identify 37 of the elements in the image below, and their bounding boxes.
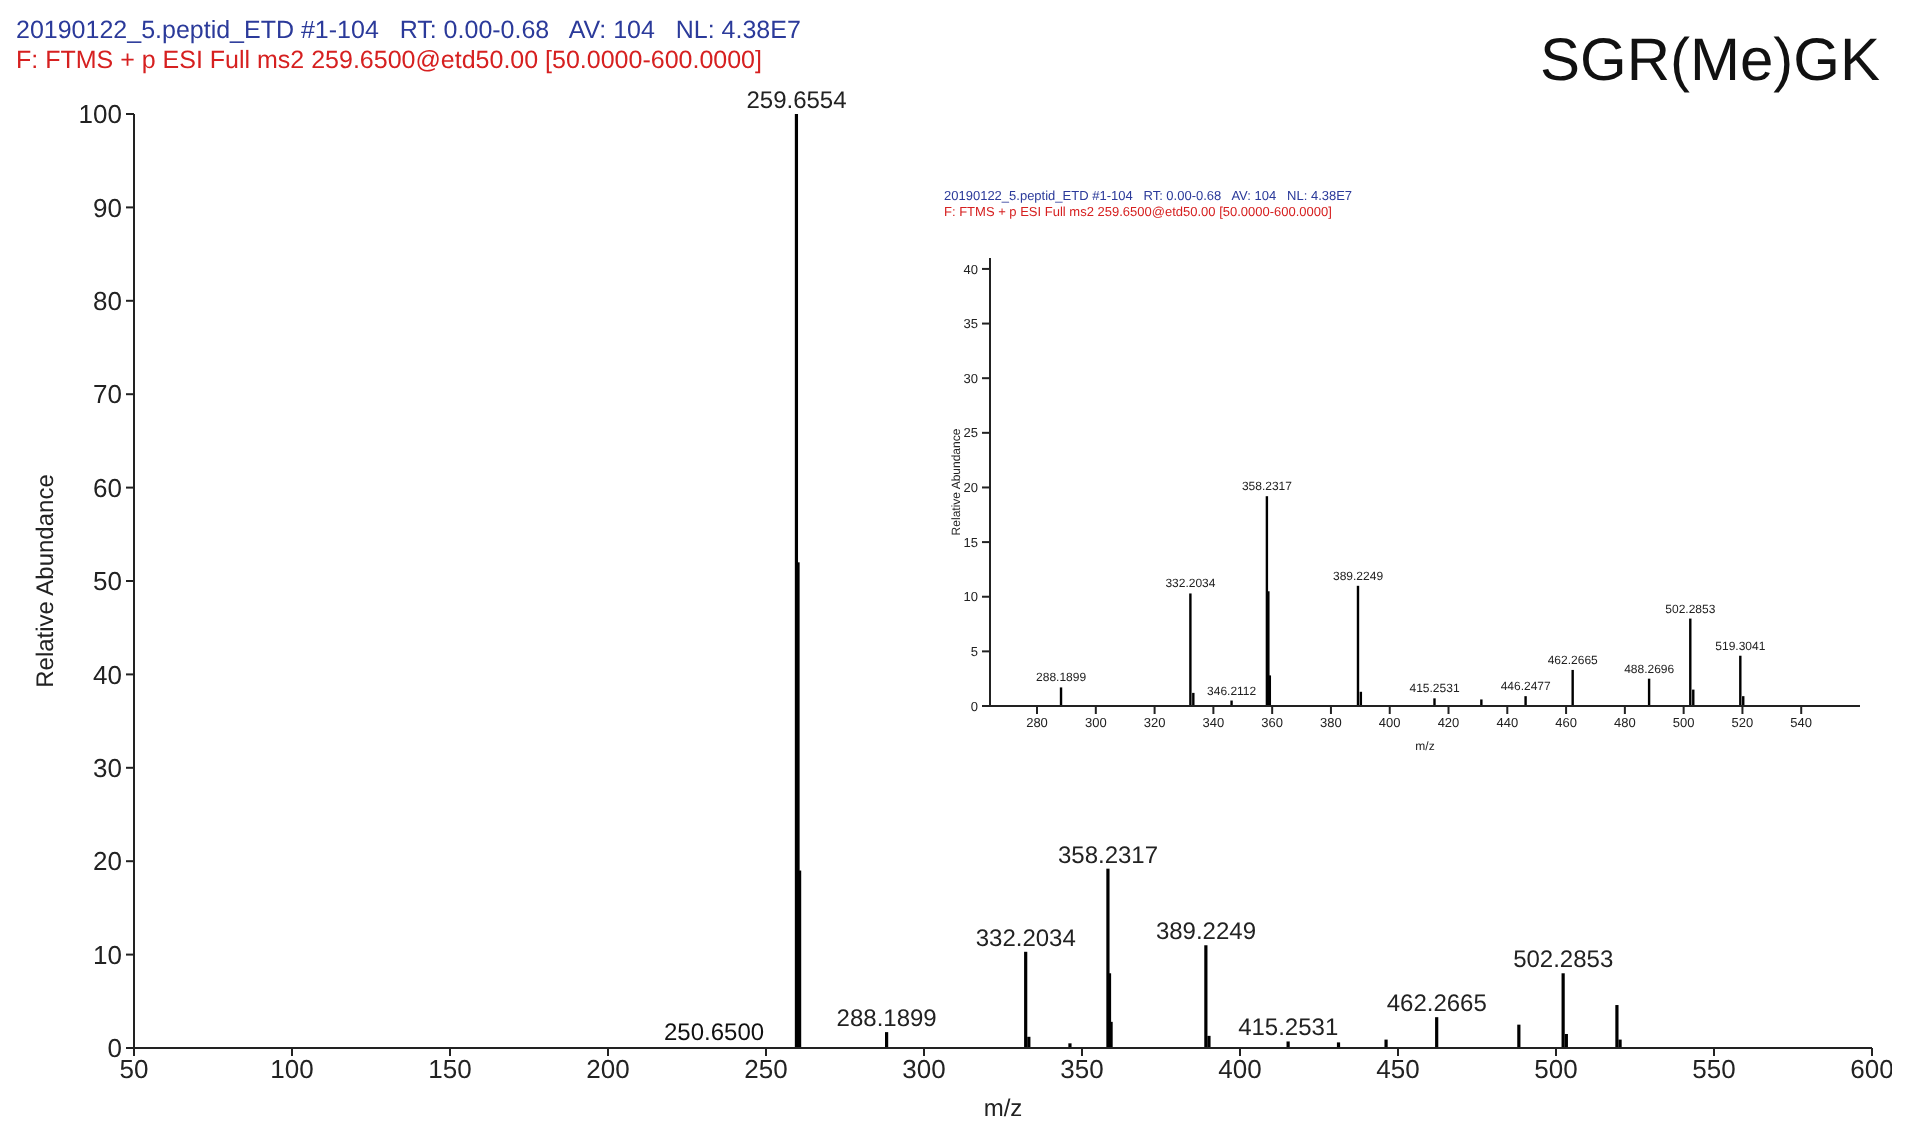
annotation: 462.2665: [1386, 989, 1488, 1018]
y-tick-label: 80: [93, 286, 122, 317]
x-tick-label: 500: [1534, 1054, 1578, 1085]
y-tick-label: 0: [107, 1033, 122, 1064]
x-tick-label: 400: [1218, 1054, 1262, 1085]
annotation: 250.6500: [664, 1018, 765, 1046]
y-tick-label: 30: [93, 753, 122, 784]
x-tick-label: 350: [1060, 1054, 1104, 1085]
x-tick-label: 250: [744, 1054, 788, 1085]
annotation: 389.2249: [1155, 917, 1257, 946]
annotation: 259.6554: [746, 86, 848, 114]
y-tick-label: 70: [93, 379, 122, 410]
y-tick-label: 20: [93, 846, 122, 877]
x-tick-label: 550: [1692, 1054, 1736, 1085]
annotation: 502.2853: [1513, 945, 1614, 974]
y-tick-label: 40: [93, 659, 122, 690]
annotation: 332.2034: [975, 923, 1077, 952]
x-tick-label: 100: [270, 1054, 314, 1085]
x-tick-label: 450: [1376, 1054, 1420, 1085]
text: SGR(Me)GK: [1539, 28, 1880, 96]
x-tick-label: 600: [1850, 1054, 1894, 1085]
y-tick-label: 10: [93, 939, 122, 970]
y-tick-label: 50: [93, 566, 122, 597]
y-tick-label: 90: [93, 192, 122, 223]
annotation: 288.1899: [836, 1004, 938, 1033]
x-tick-label: 150: [428, 1054, 472, 1085]
chart-title: 20190122_5.peptid_ETD #1-104 RT: 0.00-0.68 AV: 104 NL: 4.38E7: [16, 16, 801, 45]
annotation: 415.2531: [1238, 1013, 1339, 1042]
x-tick-label: 200: [586, 1054, 630, 1085]
x-tick-label: 50: [119, 1054, 149, 1085]
y-tick-label: 60: [93, 472, 122, 503]
x-axis-title: m/z: [983, 1094, 1023, 1122]
annotation: 358.2317: [1057, 840, 1159, 869]
y-axis-title: Relative Abundance: [30, 473, 59, 688]
x-tick-label: 300: [902, 1054, 946, 1085]
chart-subtitle: F: FTMS + p ESI Full ms2 259.6500@etd50.00 [50.0000-600.0000]: [16, 46, 762, 75]
y-tick-label: 100: [78, 99, 122, 130]
